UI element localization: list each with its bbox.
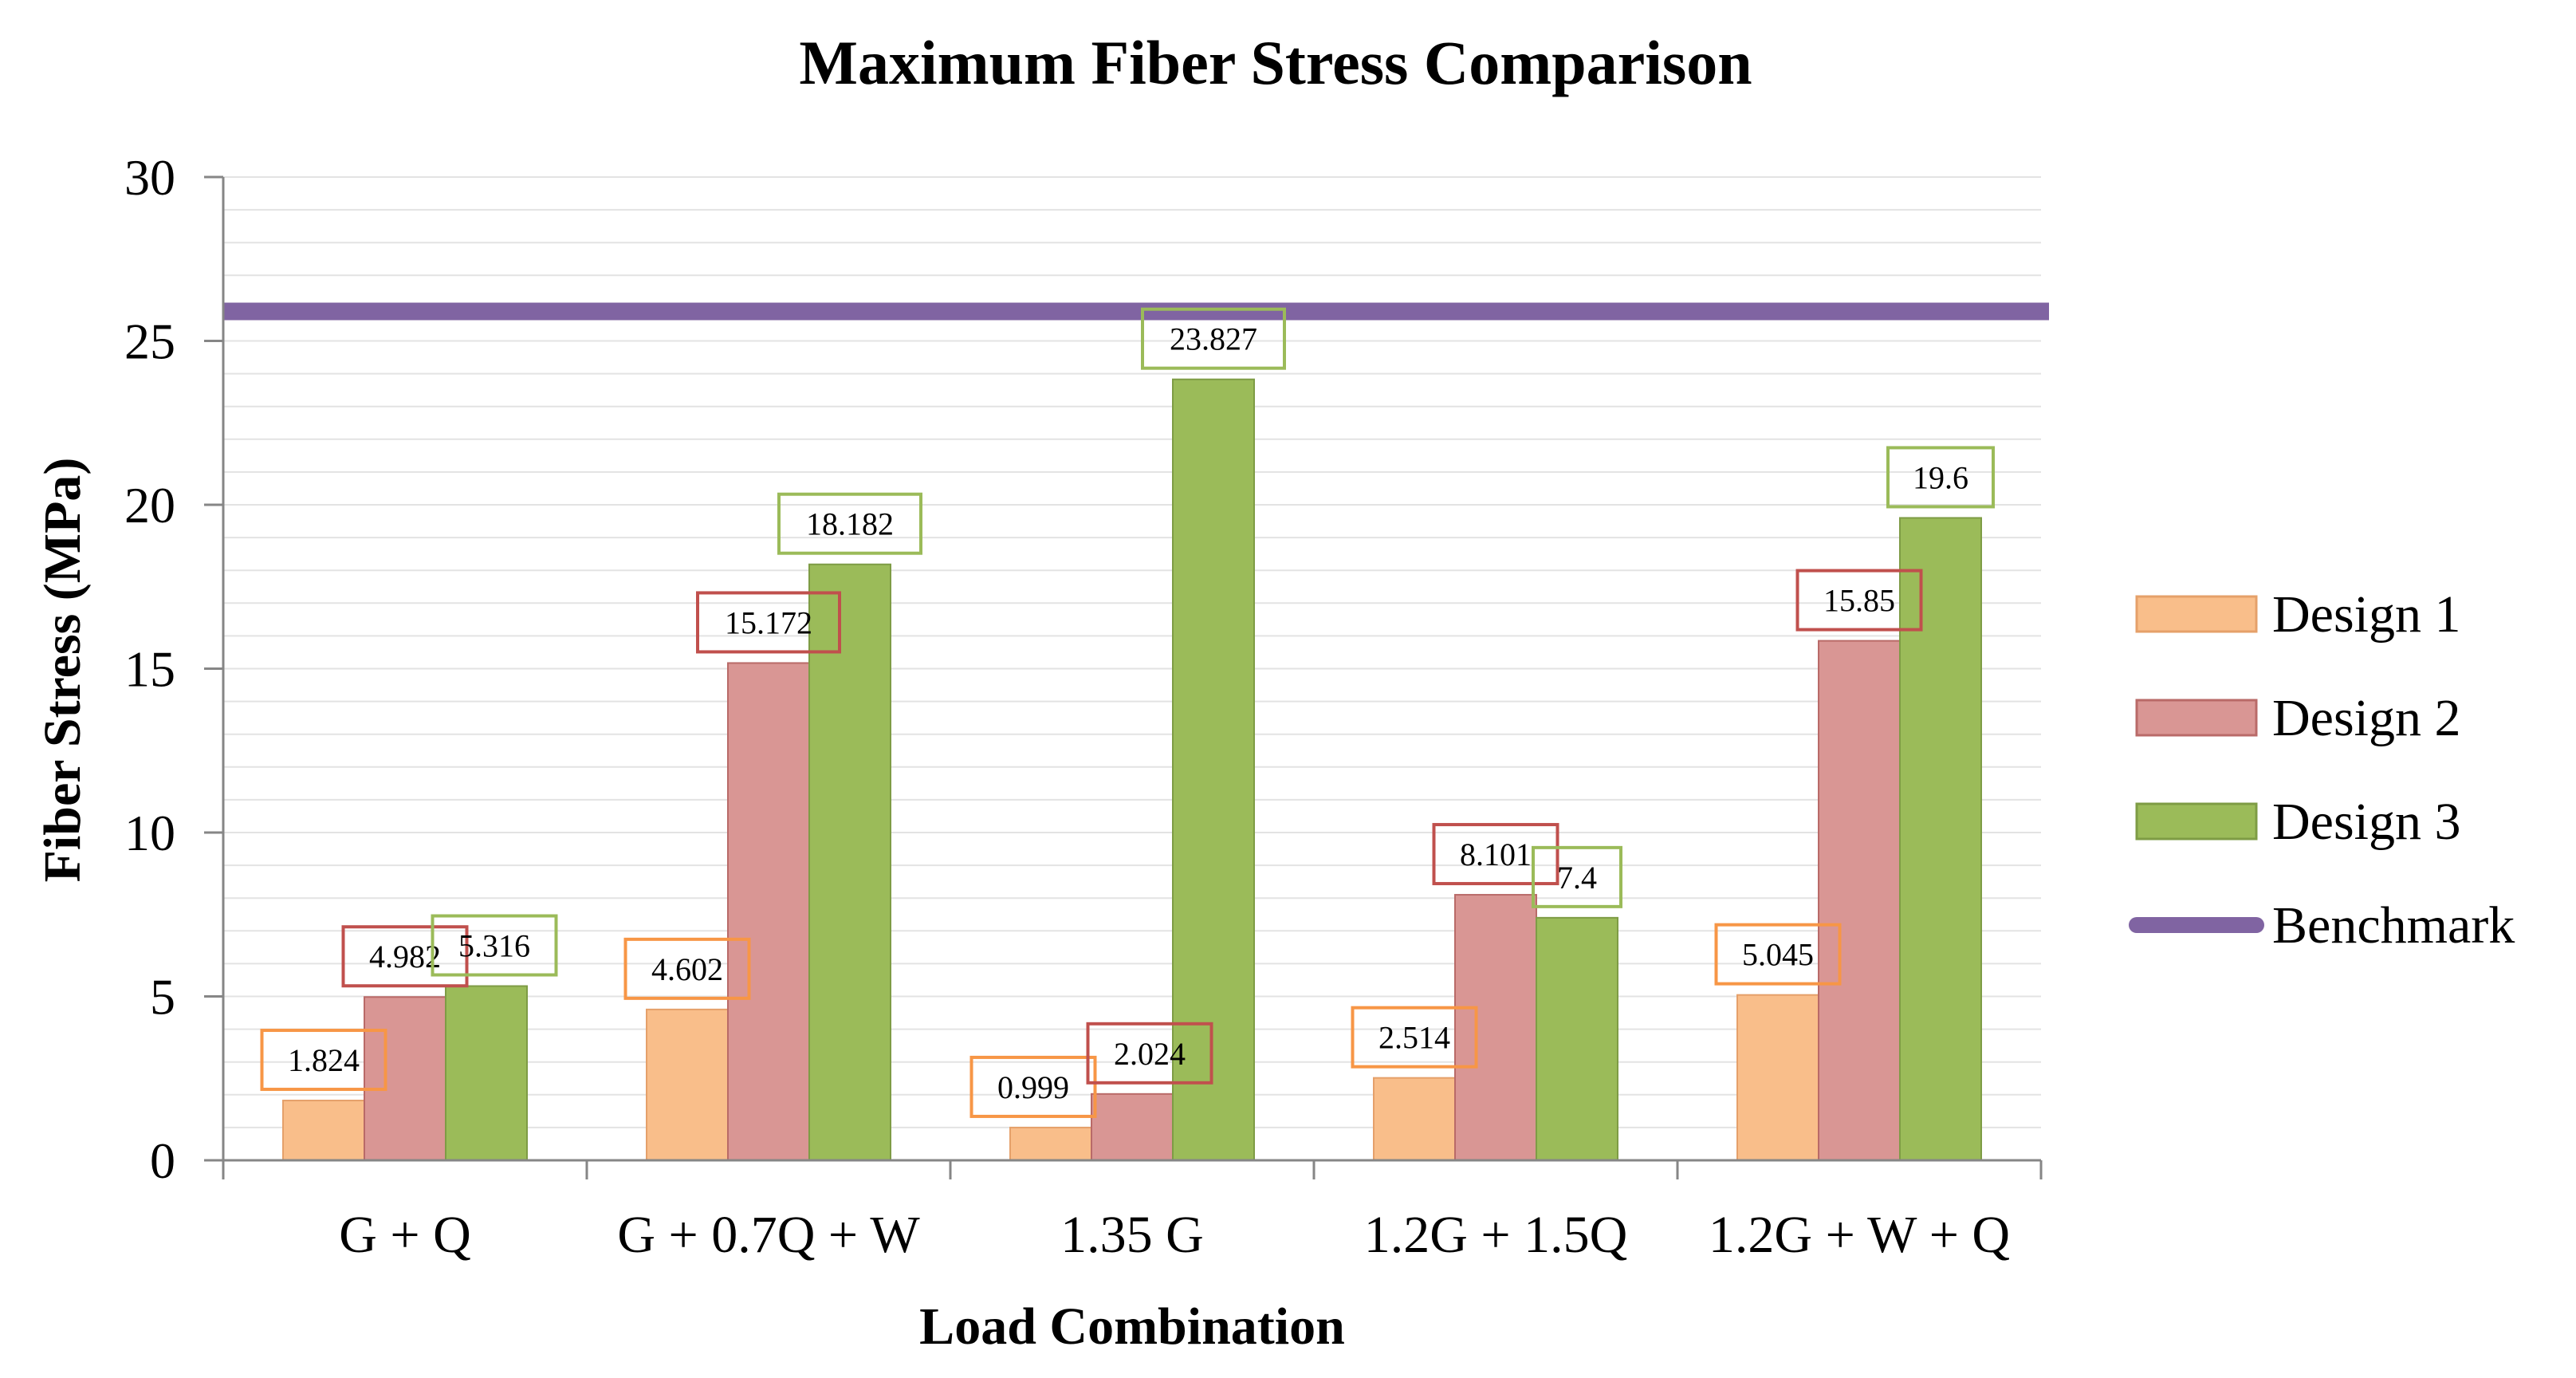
data-label: 5.045 (1742, 937, 1814, 973)
data-label-box (431, 914, 558, 977)
data-label-box (341, 925, 469, 988)
text-layer: Maximum Fiber Stress Comparison Load Com… (33, 28, 1752, 1356)
legend-label: Benchmark (2272, 896, 2515, 955)
data-label-box (1351, 1006, 1478, 1069)
axes-layer: 0 5 10 15 20 25 30 G + Q G + 0.7Q + W 1.35 G 1.2G … (124, 149, 2043, 1264)
data-label: 2.514 (1378, 1020, 1450, 1056)
bar-design-1 (1736, 994, 1819, 1162)
data-label: 15.172 (725, 604, 812, 640)
data-label-box (623, 937, 751, 1000)
data-label-box (260, 1029, 387, 1092)
data-label-box (696, 591, 841, 654)
x-tick-label: G + 0.7Q + W (617, 1206, 920, 1264)
bars-layer (282, 378, 1982, 1162)
x-axis-title: Load Combination (919, 1297, 1345, 1356)
bar-design-1 (282, 1100, 365, 1161)
bar-design-2 (1454, 894, 1537, 1162)
data-label: 15.85 (1823, 583, 1895, 619)
legend-swatch (2135, 595, 2258, 633)
data-label: 2.024 (1114, 1036, 1186, 1072)
bar-design-3 (808, 563, 891, 1161)
y-tick-label: 10 (124, 805, 175, 861)
y-tick-label: 30 (124, 149, 175, 206)
legend-label: Design 2 (2272, 689, 2460, 747)
y-tick-label: 0 (150, 1132, 175, 1189)
x-tick-label: G + Q (339, 1206, 471, 1264)
data-label: 19.6 (1913, 459, 1968, 495)
legend-label: Design 3 (2272, 793, 2460, 851)
chart-title: Maximum Fiber Stress Comparison (799, 28, 1752, 97)
legend-label: Design 1 (2272, 585, 2460, 644)
y-tick-label: 20 (124, 477, 175, 533)
bar-design-1 (646, 1008, 729, 1161)
x-tick-label: 1.35 G (1060, 1206, 1204, 1264)
x-tick-label: 1.2G + 1.5Q (1364, 1206, 1628, 1264)
bar-design-2 (727, 662, 810, 1161)
data-label-box (1886, 446, 1995, 509)
data-labels-layer: 1.824 4.602 0.999 2.514 5.045 4.982 15.172 2.02… (260, 307, 1995, 1118)
data-label-box (969, 1055, 1097, 1118)
bar-design-3 (1172, 378, 1255, 1161)
data-label: 1.824 (288, 1042, 360, 1078)
bar-design-1 (1373, 1077, 1456, 1161)
bar-design-3 (445, 985, 528, 1162)
data-label: 4.982 (369, 939, 441, 974)
legend-swatch (2135, 699, 2258, 737)
bar-design-3 (1536, 916, 1618, 1161)
data-label: 0.999 (997, 1069, 1069, 1105)
bar-design-2 (1091, 1093, 1174, 1161)
data-label: 8.101 (1460, 837, 1532, 872)
data-label: 5.316 (458, 928, 530, 964)
data-label-box (1714, 923, 1842, 986)
data-label-box (1141, 307, 1286, 370)
grid-layer (223, 176, 2041, 1128)
x-tick-label: 1.2G + W + Q (1709, 1206, 2010, 1264)
y-axis-title: Fiber Stress (MPa) (33, 458, 92, 883)
data-label-box (1532, 845, 1622, 908)
data-label: 4.602 (651, 951, 723, 987)
y-tick-label: 5 (150, 969, 175, 1026)
y-tick-label: 15 (124, 641, 175, 698)
bar-design-2 (1818, 640, 1901, 1161)
data-label: 7.4 (1557, 860, 1597, 896)
data-label-box (1795, 569, 1923, 632)
data-label-box (1432, 823, 1559, 886)
data-label-box (1086, 1022, 1213, 1085)
bar-design-1 (1009, 1126, 1092, 1161)
data-label: 18.182 (806, 506, 894, 542)
legend: Design 1 Design 2 Design 3 Benchmark (2129, 585, 2515, 955)
y-tick-label: 25 (124, 313, 175, 370)
data-label: 23.827 (1170, 321, 1257, 357)
legend-swatch (2135, 802, 2258, 841)
data-label-box (777, 492, 922, 555)
bar-design-3 (1899, 517, 1982, 1161)
